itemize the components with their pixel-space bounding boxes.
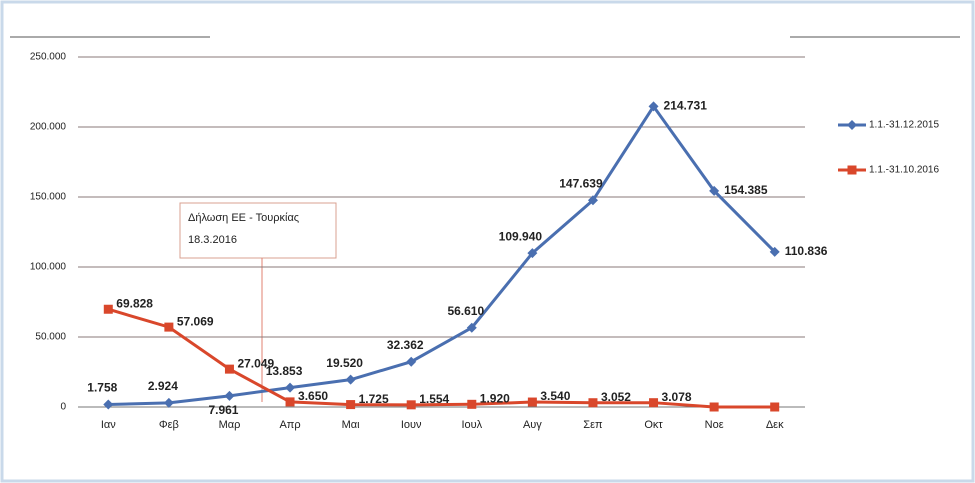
- legend-label: 1.1.-31.12.2015: [869, 120, 939, 131]
- series-line: [107, 307, 775, 409]
- x-tick-label: Νοε: [705, 419, 724, 431]
- value-label: 1.554: [419, 392, 449, 406]
- x-tick-label: Σεπ: [583, 419, 603, 431]
- value-label: 147.639: [559, 176, 603, 190]
- point: [103, 304, 113, 314]
- y-tick-label: 200.000: [30, 122, 67, 133]
- value-label: 3.650: [298, 389, 328, 403]
- value-label: 32.362: [387, 338, 424, 352]
- point: [709, 185, 720, 196]
- point: [709, 402, 719, 412]
- value-label: 109.940: [499, 229, 543, 243]
- point: [588, 398, 598, 408]
- y-tick-label: 50.000: [35, 332, 66, 343]
- point: [346, 400, 356, 410]
- value-label: 2.924: [148, 379, 178, 393]
- annotation-box: [179, 202, 337, 259]
- value-label: 214.731: [664, 99, 708, 113]
- point: [103, 399, 114, 410]
- point: [406, 356, 417, 367]
- x-tick-label: Ιουλ: [461, 419, 482, 431]
- value-label: 7.961: [208, 403, 238, 417]
- x-tick-label: Δεκ: [766, 419, 784, 431]
- point: [285, 397, 295, 407]
- value-label: 1.920: [480, 391, 510, 405]
- x-tick-label: Οκτ: [644, 419, 663, 431]
- point: [466, 322, 477, 333]
- x-tick-label: Ιαν: [101, 419, 116, 431]
- value-label: 69.828: [116, 296, 153, 310]
- legend-marker: [847, 165, 857, 175]
- point: [769, 246, 780, 257]
- x-tick-label: Μαι: [342, 419, 361, 431]
- value-label: 154.385: [724, 183, 768, 197]
- series-line: [108, 103, 776, 407]
- point: [587, 195, 598, 206]
- point: [224, 390, 235, 401]
- point: [164, 322, 174, 332]
- value-label: 1.725: [359, 392, 389, 406]
- point: [467, 399, 477, 409]
- value-label: 110.836: [785, 244, 828, 258]
- point: [285, 382, 296, 393]
- legend-label: 1.1.-31.10.2016: [869, 165, 939, 176]
- value-label: 13.853: [266, 364, 303, 378]
- legend-marker: [847, 120, 857, 130]
- point: [527, 248, 538, 259]
- value-label: 56.610: [447, 304, 484, 318]
- x-tick-label: Απρ: [279, 419, 300, 431]
- point: [224, 364, 234, 374]
- point: [406, 400, 416, 410]
- annotation-text: Δήλωση ΕΕ - Τουρκίας: [188, 212, 299, 224]
- point: [345, 374, 356, 385]
- point: [648, 101, 659, 112]
- value-label: 3.052: [601, 390, 631, 404]
- point: [649, 398, 659, 408]
- value-label: 3.078: [662, 390, 692, 404]
- value-label: 57.069: [177, 314, 214, 328]
- value-label: 3.540: [540, 389, 570, 403]
- x-tick-label: Αυγ: [523, 419, 542, 431]
- point: [163, 397, 174, 408]
- y-tick-label: 100.000: [30, 262, 67, 273]
- x-tick-label: Ιουν: [401, 419, 422, 431]
- x-tick-label: Φεβ: [159, 419, 179, 431]
- point: [527, 397, 537, 407]
- value-label: 1.758: [87, 381, 117, 395]
- value-label: 19.520: [326, 356, 363, 370]
- point: [770, 402, 780, 412]
- x-tick-label: Μαρ: [219, 419, 241, 431]
- annotation-text: 18.3.2016: [188, 234, 237, 246]
- value-label: 27.049: [237, 356, 274, 370]
- y-tick-label: 250.000: [30, 52, 67, 63]
- y-tick-label: 0: [60, 402, 66, 413]
- y-tick-label: 150.000: [30, 192, 67, 203]
